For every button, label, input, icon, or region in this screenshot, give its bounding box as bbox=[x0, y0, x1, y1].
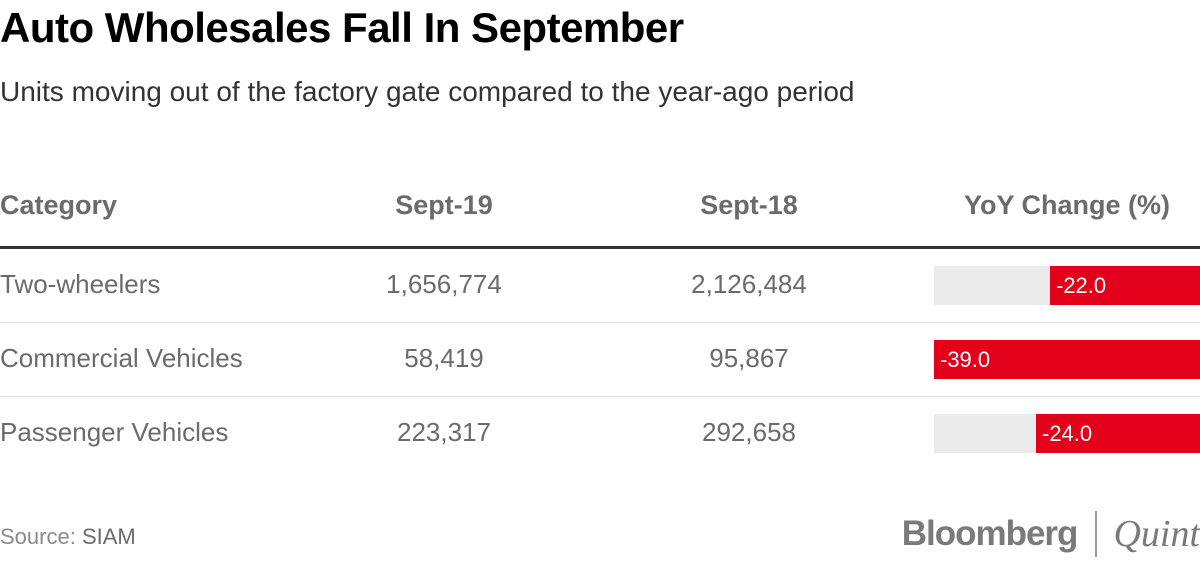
category-cell: Commercial Vehicles bbox=[0, 343, 243, 373]
column-header-sept-18: Sept-18 bbox=[700, 190, 798, 220]
column-header-yoy-change: YoY Change (%) bbox=[963, 190, 1171, 220]
yoy-bar-track: -22.0 bbox=[934, 266, 1200, 305]
logo-divider bbox=[1095, 511, 1098, 557]
logo-brand: Bloomberg bbox=[901, 514, 1079, 553]
yoy-bar: -39.0 bbox=[934, 340, 1200, 379]
column-header-category: Category bbox=[0, 190, 118, 220]
yoy-bar-label: -22.0 bbox=[1056, 273, 1107, 298]
yoy-bar: -22.0 bbox=[1050, 266, 1200, 305]
category-cell: Passenger Vehicles bbox=[0, 417, 229, 447]
yoy-bar-label: -39.0 bbox=[940, 347, 991, 372]
table-row: Commercial Vehicles 58,419 95,867 -39.0 bbox=[0, 323, 1200, 397]
source-note: Source: SIAM bbox=[0, 524, 136, 550]
yoy-bar-label: -24.0 bbox=[1042, 421, 1093, 446]
yoy-bar-track: -39.0 bbox=[934, 340, 1200, 379]
table-row: Two-wheelers 1,656,774 2,126,484 -22.0 bbox=[0, 249, 1200, 323]
category-cell: Two-wheelers bbox=[0, 269, 161, 299]
sept-18-cell: 95,867 bbox=[709, 343, 789, 373]
yoy-bar-track: -24.0 bbox=[934, 414, 1200, 453]
source-value: SIAM bbox=[81, 524, 136, 549]
table-header: Category Sept-19 Sept-18 YoY Change (%) bbox=[0, 170, 1200, 249]
sept-19-cell: 1,656,774 bbox=[386, 269, 502, 299]
bloomberg-quint-logo: Bloomberg Quint bbox=[902, 508, 1200, 560]
column-header-sept-19: Sept-19 bbox=[395, 190, 493, 220]
chart-subtitle: Units moving out of the factory gate com… bbox=[0, 76, 855, 107]
yoy-bar: -24.0 bbox=[1036, 414, 1200, 453]
logo-partner: Quint bbox=[1113, 513, 1200, 555]
table-row: Passenger Vehicles 223,317 292,658 -24.0 bbox=[0, 397, 1200, 470]
chart-title: Auto Wholesales Fall In September bbox=[0, 4, 684, 51]
source-label: Source: bbox=[0, 524, 76, 549]
sept-19-cell: 223,317 bbox=[397, 417, 491, 447]
sept-18-cell: 292,658 bbox=[702, 417, 796, 447]
sept-19-cell: 58,419 bbox=[404, 343, 484, 373]
data-table: Category Sept-19 Sept-18 YoY Change (%) … bbox=[0, 170, 1200, 470]
sept-18-cell: 2,126,484 bbox=[691, 269, 807, 299]
